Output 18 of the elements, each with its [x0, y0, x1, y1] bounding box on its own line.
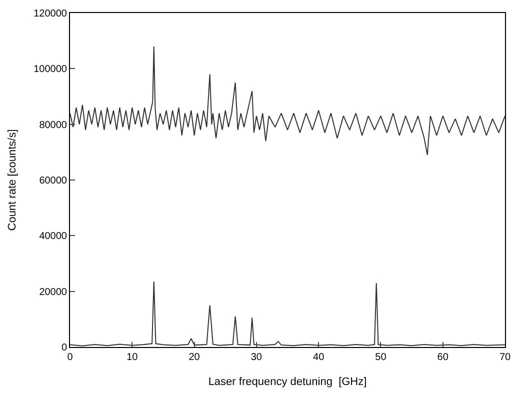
y-tick-label: 80000: [39, 120, 68, 131]
y-tick-label: 100000: [34, 64, 68, 76]
y-tick-label: 0: [61, 342, 68, 354]
y-tick-label: 120000: [34, 8, 68, 20]
x-tick-label: 20: [188, 352, 200, 363]
x-tick-label: 70: [499, 352, 511, 363]
x-tick-label: 50: [375, 352, 387, 363]
x-tick-label: 60: [437, 352, 449, 363]
x-axis-title: Laser frequency detuning [GHz]: [208, 376, 367, 388]
y-tick-label: 60000: [39, 176, 68, 186]
x-tick-label: 30: [250, 352, 262, 363]
line-series: [70, 281, 505, 346]
y-tick-label: 20000: [39, 286, 68, 298]
y-tick-label: 40000: [39, 231, 68, 242]
line-series: [70, 46, 505, 156]
x-tick-label: 40: [313, 352, 325, 363]
y-axis-title: Count rate [counts/s]: [6, 129, 18, 231]
x-tick-label: 10: [126, 352, 138, 363]
